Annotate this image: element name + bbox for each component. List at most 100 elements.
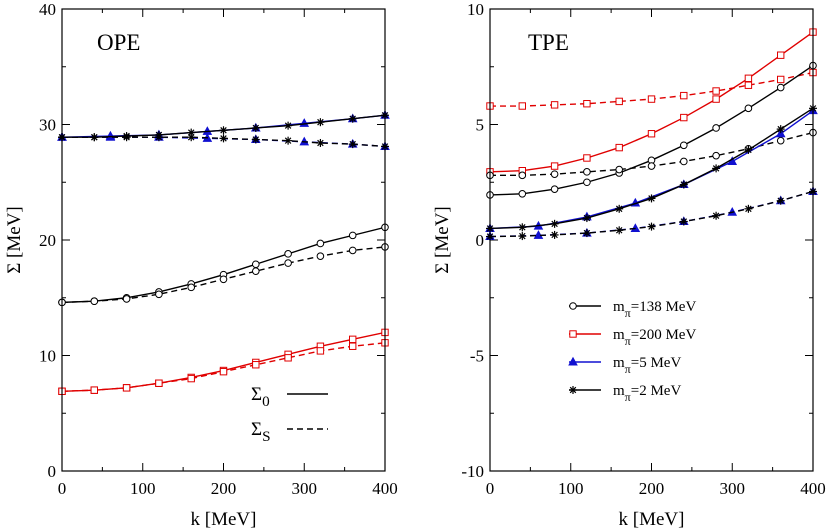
y-tick-label: 40	[39, 0, 56, 19]
data-point	[582, 229, 591, 238]
data-point-arm	[317, 118, 324, 126]
data-point	[712, 95, 720, 103]
legend-label-main: Σ	[251, 419, 262, 440]
data-point	[316, 252, 325, 260]
data-point-arm	[91, 133, 98, 141]
data-point	[155, 290, 163, 299]
data-point-arm	[349, 140, 356, 148]
data-point	[680, 91, 688, 100]
data-point	[348, 231, 357, 240]
series-square-dashed	[486, 68, 817, 110]
data-point	[518, 171, 527, 180]
legend-marker	[569, 330, 577, 338]
data-point-arm	[777, 125, 784, 133]
data-point	[187, 374, 195, 383]
x-axis-label: k [MeV]	[191, 509, 257, 530]
data-point-arm	[648, 195, 655, 202]
legend-label-suffix: =200 MeV	[631, 327, 697, 343]
y-axis-label: Σ [MeV]	[4, 206, 25, 274]
data-point-arm	[745, 146, 752, 154]
data-point-arm	[187, 129, 195, 136]
data-point	[583, 154, 591, 162]
data-point	[348, 114, 357, 123]
data-point	[776, 136, 785, 145]
x-tick-label: 300	[720, 479, 746, 498]
panel-title: OPE	[97, 30, 140, 55]
data-point	[316, 239, 325, 248]
legend-label-sub: 0	[262, 393, 270, 410]
data-point	[518, 190, 527, 198]
data-point-arm	[252, 124, 260, 132]
data-point	[615, 165, 624, 174]
data-point	[647, 130, 656, 138]
series-circle-solid	[486, 61, 817, 199]
data-point-arm	[284, 137, 292, 144]
data-point	[348, 246, 357, 255]
data-point	[615, 204, 624, 213]
legend-label-main: Σ	[251, 384, 262, 405]
plot-frame	[489, 8, 814, 472]
data-point	[582, 214, 591, 223]
data-point-arm	[519, 232, 526, 240]
data-point	[583, 168, 591, 176]
x-tick-label: 400	[372, 479, 398, 498]
series-line	[61, 226, 386, 304]
data-point	[647, 222, 656, 231]
legend-label: mπ=200 MeV	[613, 327, 696, 348]
x-tick-label: 0	[486, 479, 495, 498]
legend-label-main: m	[613, 383, 625, 399]
data-point	[284, 121, 293, 130]
data-point-arm	[583, 229, 591, 237]
y-tick-label: 20	[39, 231, 56, 250]
legend-label-suffix: =138 MeV	[631, 299, 697, 315]
data-point-arm	[615, 205, 623, 213]
legend-marker-arm	[569, 386, 577, 394]
legend-label: Σ0	[251, 384, 270, 410]
data-point	[647, 95, 656, 103]
data-point	[518, 102, 526, 110]
series-star-dashed	[58, 133, 389, 151]
data-point	[679, 180, 688, 189]
data-point-arm	[712, 165, 720, 172]
y-tick-label: 10	[39, 347, 56, 366]
data-point	[615, 226, 624, 235]
data-point	[284, 259, 292, 267]
data-point	[680, 141, 688, 150]
data-point	[550, 170, 559, 178]
y-tick-label: 30	[39, 116, 56, 135]
data-point	[712, 124, 720, 132]
legend-label-sub: S	[262, 428, 270, 445]
data-point	[712, 211, 721, 220]
plot-frame	[61, 8, 386, 472]
data-point	[349, 342, 357, 350]
data-point-arm	[317, 139, 324, 147]
data-point	[219, 134, 228, 143]
data-point	[744, 145, 753, 154]
data-point	[712, 87, 720, 95]
data-point	[187, 283, 195, 292]
data-point	[122, 295, 131, 303]
data-point-arm	[680, 181, 688, 188]
legend-label-sub: π	[625, 362, 631, 376]
data-point-arm	[745, 205, 752, 213]
y-tick-label: 0	[48, 462, 57, 481]
data-point	[533, 230, 544, 239]
data-point	[680, 157, 688, 166]
data-point-arm	[551, 231, 558, 239]
series-circle-dashed	[58, 243, 389, 307]
data-point	[518, 232, 527, 241]
data-point	[776, 196, 785, 205]
data-point	[154, 133, 163, 142]
data-point	[219, 367, 228, 376]
legend-marker	[569, 386, 577, 394]
data-point	[647, 194, 656, 203]
data-point	[777, 51, 785, 59]
data-point-arm	[220, 135, 227, 142]
data-point	[219, 126, 228, 135]
x-tick-label: 200	[211, 479, 237, 498]
data-point	[251, 135, 260, 144]
data-point	[550, 162, 559, 170]
data-point-arm	[615, 227, 623, 234]
series-circle-solid	[58, 223, 389, 307]
panel-title: TPE	[528, 30, 569, 55]
